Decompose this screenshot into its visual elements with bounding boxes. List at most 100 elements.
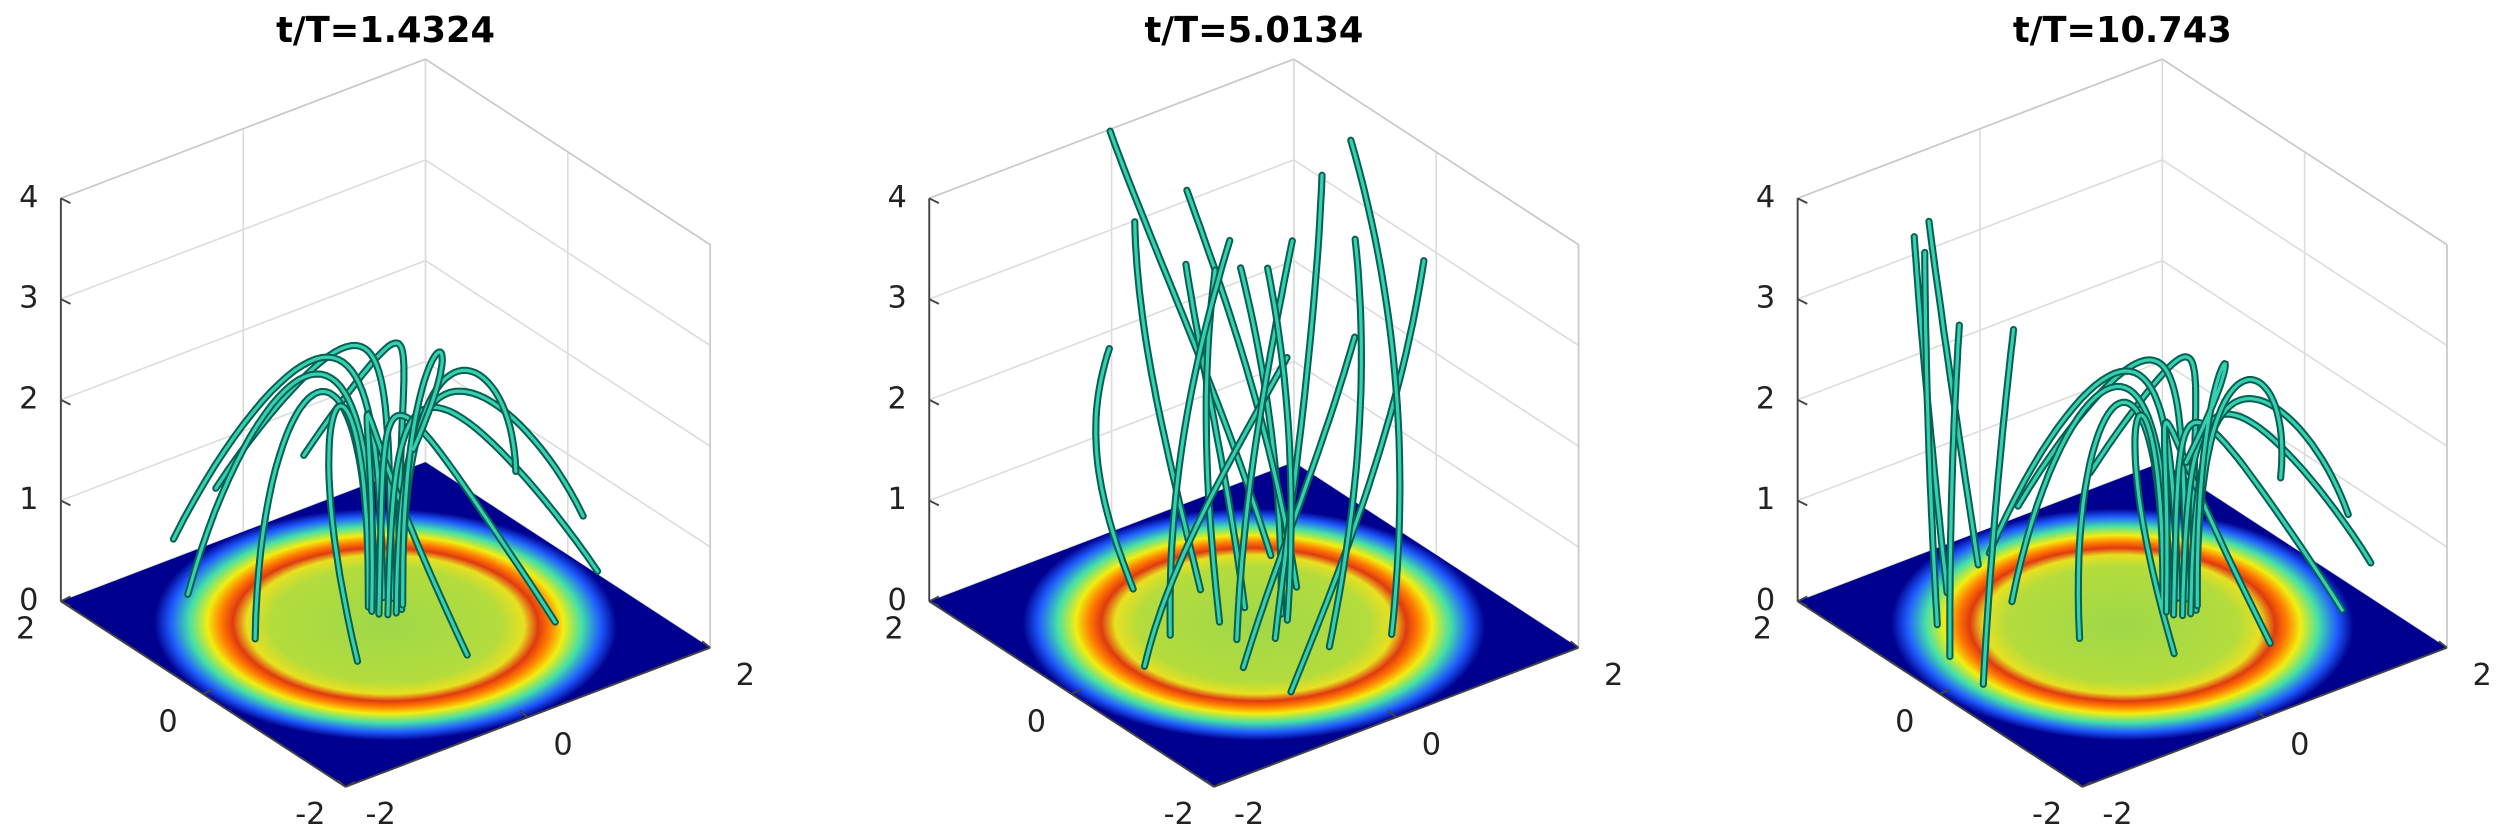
z-tick-label: 1 [19,482,38,517]
z-tick-label: 3 [888,281,907,316]
tick-mark [928,298,940,305]
field-line [1987,369,2180,600]
tick-mark [60,298,71,305]
y-tick-label: 2 [884,612,903,647]
field-line [1981,328,2016,686]
y-tick-label: -2 [1164,797,1194,832]
tick-mark [1797,600,1808,607]
field-line [1142,355,1289,668]
tick-mark [1205,779,1215,788]
field-line [1094,347,1135,591]
y-tick-label: 0 [1027,704,1046,739]
z-tick-label: 0 [888,583,907,618]
z-tick-label: 3 [19,281,38,316]
floor [60,462,711,787]
field-line [365,412,469,657]
box-edge [60,58,426,200]
field-line [1241,335,1357,670]
tick-mark [1569,640,1580,649]
z-tick-label: 0 [19,583,38,618]
tick-mark [2438,640,2448,649]
field-line [1327,237,1363,649]
field-line [1266,266,1293,622]
field-line [1108,129,1273,558]
tick-mark [1797,595,1808,603]
z-tick-label: 2 [888,381,907,416]
z-tick-label: 2 [19,381,38,416]
tick-mark [519,710,529,719]
floor-field [1890,508,2354,741]
x-tick-label: 0 [1422,728,1441,763]
field-line [2172,420,2344,617]
x-tick-label: -2 [2102,797,2132,832]
y-tick-label: -2 [295,797,325,832]
tick-mark [1213,781,1224,788]
field-line [1273,173,1324,641]
y-tick-label: 2 [1753,612,1772,647]
x-tick-label: -2 [366,797,396,832]
tick-mark [928,398,940,406]
box-edge [425,58,711,246]
field-line [1349,138,1402,637]
tick-mark [1797,298,1808,305]
x-tick-label: 0 [2290,728,2309,763]
tick-mark [701,640,711,649]
y-tick-label: 2 [16,612,35,647]
tick-mark [2081,781,2093,788]
z-tick-label: 4 [1756,180,1775,215]
field-line [1923,250,1939,627]
panel-title: t/T=5.0134 [1144,10,1363,51]
field-line [1184,262,1247,610]
tick-mark [928,600,940,607]
field-line [171,355,385,600]
x-tick-label: 2 [1604,658,1623,693]
tick-mark [1797,197,1808,204]
panel-title: t/T=10.743 [2013,10,2232,51]
tick-mark [202,688,214,695]
tick-mark [60,197,71,204]
field-line [377,413,557,624]
tick-mark [1387,710,1397,719]
z-tick-label: 0 [1756,583,1775,618]
tick-mark [336,779,347,788]
tick-mark [1939,688,1950,695]
field-line [1289,259,1426,694]
tick-mark [60,595,71,603]
tick-mark [2073,779,2083,788]
z-tick-label: 3 [1756,281,1775,316]
tick-mark [928,197,940,204]
tick-mark [60,398,71,406]
x-tick-label: 2 [736,658,755,693]
z-tick-label: 4 [19,180,38,215]
tick-mark [60,600,71,607]
z-tick-label: 2 [1756,381,1775,416]
z-tick-label: 1 [888,482,907,517]
field-line [2133,413,2176,656]
tick-mark [1797,398,1808,406]
box-edge [1293,58,1579,246]
field-line [1133,220,1203,592]
field-line [1948,323,1961,659]
floor-field [154,508,617,741]
panel-title: t/T=1.4324 [276,10,495,51]
tick-mark [2256,710,2266,719]
z-tick-label: 1 [1756,482,1775,517]
x-tick-label: 2 [2472,658,2491,693]
field-line [2184,362,2227,608]
x-tick-label: 0 [553,728,572,763]
field-line [327,404,371,663]
z-tick-label: 4 [888,180,907,215]
field-line [1168,238,1232,637]
field-line [2162,420,2272,645]
tick-mark [928,595,940,603]
tick-mark [345,781,356,788]
box-edge [2161,58,2448,246]
y-tick-label: 0 [158,704,177,739]
field-line [1185,188,1299,589]
y-tick-label: -2 [2032,797,2062,832]
tick-mark [1071,688,1082,695]
